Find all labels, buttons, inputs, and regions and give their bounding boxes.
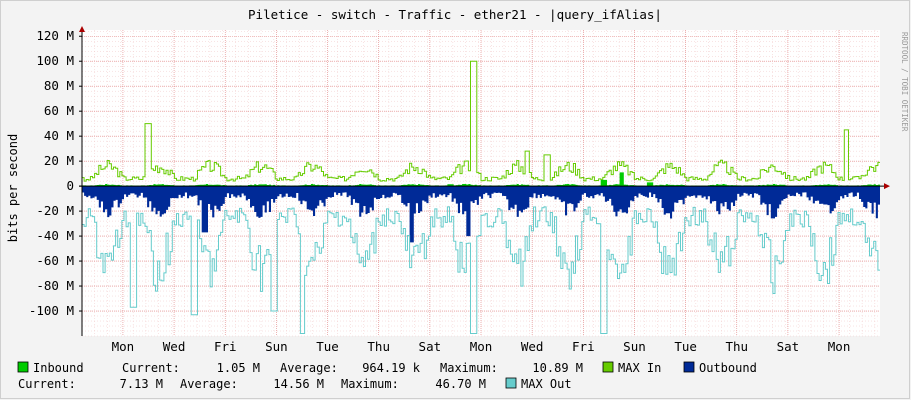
x-tick-label: Sat [419,339,442,354]
legend-max-in-label: MAX In [618,361,661,375]
x-tick-label: Wed [521,339,544,354]
legend-in-maximum-label: Maximum: [440,361,498,375]
legend-swatch-max-in [602,361,614,373]
y-axis-label: bits per second [6,134,20,242]
y-tick-label: 80 M [44,78,74,93]
y-tick-label: -100 M [29,303,74,318]
x-tick-label: Mon [828,339,851,354]
legend-inbound-label: Inbound [33,361,84,375]
y-tick-label: 60 M [44,103,74,118]
legend-out-average-label: Average: [180,377,238,391]
rrdtool-watermark: RRDTOOL / TOBI OETIKER [900,32,909,132]
x-axis-arrow [884,183,890,190]
axes [79,26,890,336]
legend-max-out-label: MAX Out [521,377,572,391]
y-tick-labels: 120 M 100 M 80 M 60 M 40 M 20 M 0 -20 M -40 M -60… [29,28,74,318]
legend-swatch-outbound [683,361,695,373]
y-axis-arrow [79,26,85,32]
legend-outbound-label: Outbound [699,361,757,375]
series-max-in [82,60,880,182]
legend-in-average-value: 964.19 k [362,361,421,375]
legend-out-maximum-value: 46.70 M [435,377,486,391]
x-tick-label: Tue [316,339,339,354]
grid [79,30,880,337]
y-tick-label: 0 [66,178,74,193]
y-tick-label: -20 M [36,203,74,218]
x-tick-labels: Mon Wed Fri Sun Tue Thu Sat Mon Wed Fri Sun Tue Thu S… [112,339,851,354]
legend-out-maximum-label: Maximum: [341,377,399,391]
series-layer [82,60,880,335]
y-tick-label: -40 M [36,228,74,243]
x-tick-label: Sun [623,339,646,354]
x-tick-label: Fri [572,339,595,354]
series-outbound [82,186,880,243]
legend-in-maximum-value: 10.89 M [532,361,583,375]
legend: Inbound Current: 1.05 M Average: 964.19 … [17,361,757,391]
series-max-out [82,206,880,335]
legend-swatch-inbound [17,361,29,373]
y-tick-label: 120 M [36,28,74,43]
y-tick-label: 100 M [36,53,74,68]
x-tick-label: Fri [214,339,237,354]
y-tick-label: -60 M [36,253,74,268]
x-tick-label: Mon [470,339,493,354]
legend-out-current-value: 7.13 M [120,377,163,391]
y-tick-label: 20 M [44,153,74,168]
x-tick-label: Thu [367,339,390,354]
legend-in-current-value: 1.05 M [217,361,260,375]
x-tick-label: Tue [674,339,697,354]
legend-in-average-label: Average: [280,361,338,375]
y-tick-label: 40 M [44,128,74,143]
x-tick-label: Sat [777,339,800,354]
legend-swatch-max-out [505,377,517,389]
x-tick-label: Sun [265,339,288,354]
series-inbound [82,172,880,187]
legend-out-current-label: Current: [18,377,76,391]
legend-in-current-label: Current: [122,361,180,375]
legend-out-average-value: 14.56 M [273,377,324,391]
y-tick-label: -80 M [36,278,74,293]
chart-title: Piletice - switch - Traffic - ether21 - … [248,7,662,22]
x-tick-label: Wed [163,339,186,354]
x-tick-label: Thu [725,339,748,354]
x-tick-label: Mon [112,339,135,354]
